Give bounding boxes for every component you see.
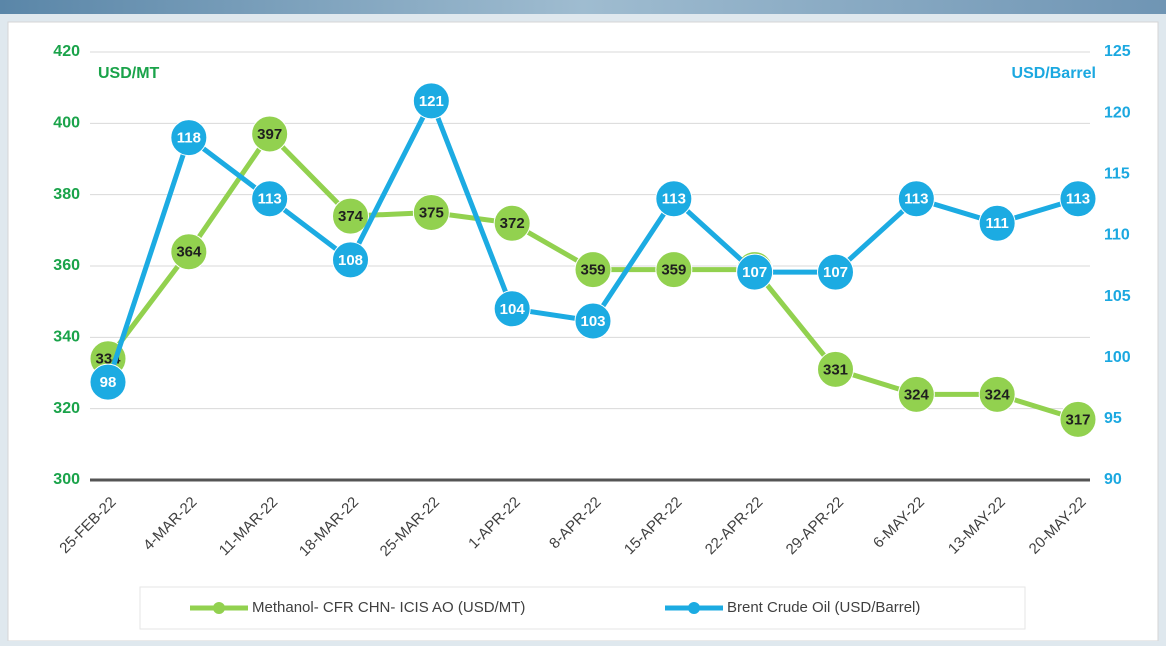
header-strip [0,0,1166,14]
y-tick-label: 340 [53,329,80,346]
data-label: 113 [1066,191,1090,208]
y2-tick-label: 110 [1104,227,1130,244]
y-tick-label: 360 [53,257,80,274]
data-label: 364 [176,244,202,261]
data-label: 359 [580,262,605,279]
data-label: 113 [662,191,686,208]
data-label: 103 [580,313,605,330]
y-tick-label: 400 [53,115,80,132]
data-label: 324 [985,386,1011,403]
y-tick-label: 320 [53,400,80,417]
y-tick-label: 380 [53,186,80,203]
y2-tick-label: 115 [1104,166,1130,183]
data-label: 121 [419,93,444,110]
data-label: 374 [338,208,364,225]
y-axis-label: USD/MT [98,65,160,82]
data-label: 359 [661,262,686,279]
data-label: 104 [500,301,526,318]
y2-tick-label: 90 [1104,471,1122,488]
data-label: 98 [100,374,117,391]
y2-axis-label: USD/Barrel [1012,65,1096,82]
y2-tick-label: 95 [1104,410,1122,427]
y-tick-label: 420 [53,43,80,60]
data-label: 118 [177,130,201,147]
data-label: 108 [338,252,363,269]
data-label: 111 [985,215,1008,232]
data-label: 107 [742,264,767,281]
legend-marker [213,602,225,614]
data-label: 331 [823,361,848,378]
legend-marker [688,602,700,614]
page: USD/MT USD/Barrel 300 320 340 360 380 400 420 9… [0,0,1166,641]
data-label: 113 [258,191,282,208]
y2-tick-label: 125 [1104,43,1131,60]
y2-tick-label: 120 [1104,104,1131,121]
y2-tick-label: 100 [1104,349,1131,366]
data-label: 375 [419,204,444,221]
legend-label: Brent Crude Oil (USD/Barrel) [727,599,920,616]
y2-tick-label: 105 [1104,288,1131,305]
data-label: 317 [1065,411,1090,428]
legend-label: Methanol- CFR CHN- ICIS AO (USD/MT) [252,599,525,616]
data-label: 113 [904,191,928,208]
data-label: 372 [500,215,525,232]
data-label: 397 [257,126,282,143]
data-label: 107 [823,264,848,281]
chart: USD/MT USD/Barrel 300 320 340 360 380 400 420 9… [0,0,1166,641]
y-tick-label: 300 [53,471,80,488]
data-label: 324 [904,386,930,403]
